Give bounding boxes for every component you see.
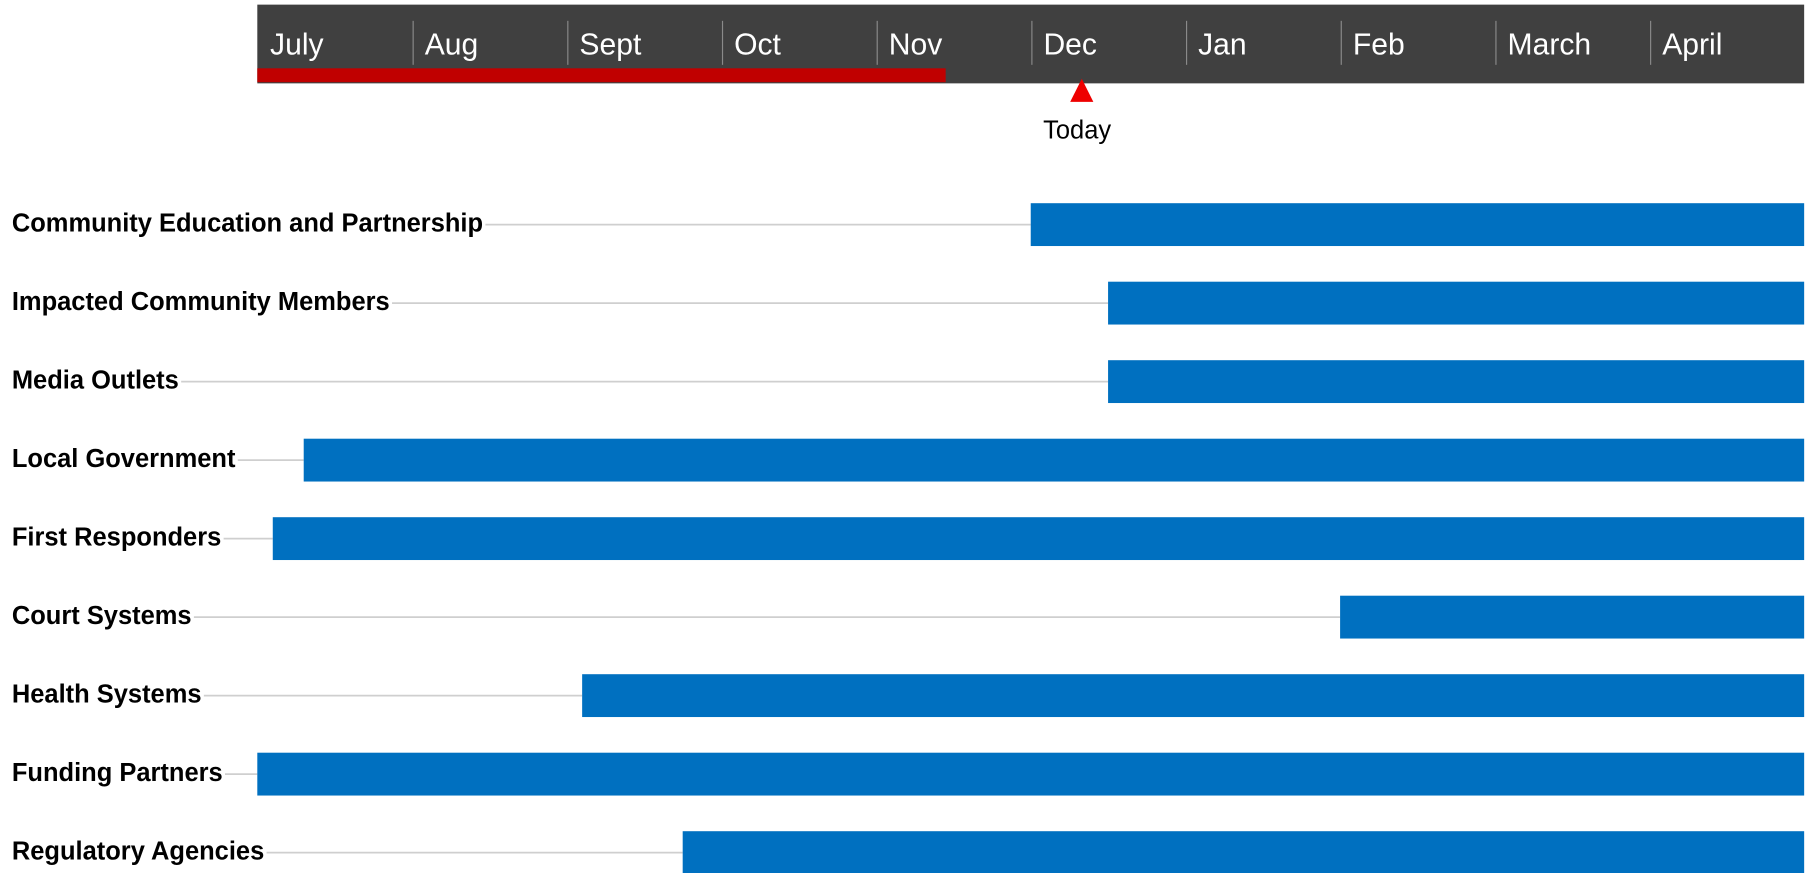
task-label: Court Systems (12, 602, 192, 630)
task-label: Health Systems (12, 680, 202, 708)
month-label: Sept (579, 28, 642, 61)
task-label: Regulatory Agencies (12, 837, 264, 865)
task-bar (1030, 203, 1805, 247)
task-label: Funding Partners (12, 759, 223, 787)
task-bar (272, 517, 1805, 561)
month-label: March (1508, 28, 1592, 61)
task-bar (257, 752, 1805, 796)
task-label: First Responders (12, 523, 221, 551)
month-label: Aug (425, 28, 479, 61)
task-bar (1108, 360, 1805, 404)
month-label: Feb (1353, 28, 1405, 61)
month-label: Oct (734, 28, 781, 61)
task-bar (1108, 281, 1805, 325)
month-label: Nov (889, 28, 943, 61)
task-label: Impacted Community Members (12, 288, 390, 316)
today-label: Today (1043, 117, 1111, 145)
task-label: Community Education and Partnership (12, 209, 483, 237)
task-bar (1340, 595, 1805, 639)
today-marker (1070, 78, 1094, 102)
month-label: Jan (1198, 28, 1247, 61)
progress-bar (257, 68, 946, 83)
task-label: Media Outlets (12, 366, 179, 394)
task-bar (682, 831, 1805, 873)
task-bar (582, 674, 1805, 718)
month-label: April (1662, 28, 1722, 61)
month-label: July (270, 28, 324, 61)
month-label: Dec (1043, 28, 1097, 61)
task-label: Local Government (12, 445, 236, 473)
task-bar (303, 438, 1805, 482)
